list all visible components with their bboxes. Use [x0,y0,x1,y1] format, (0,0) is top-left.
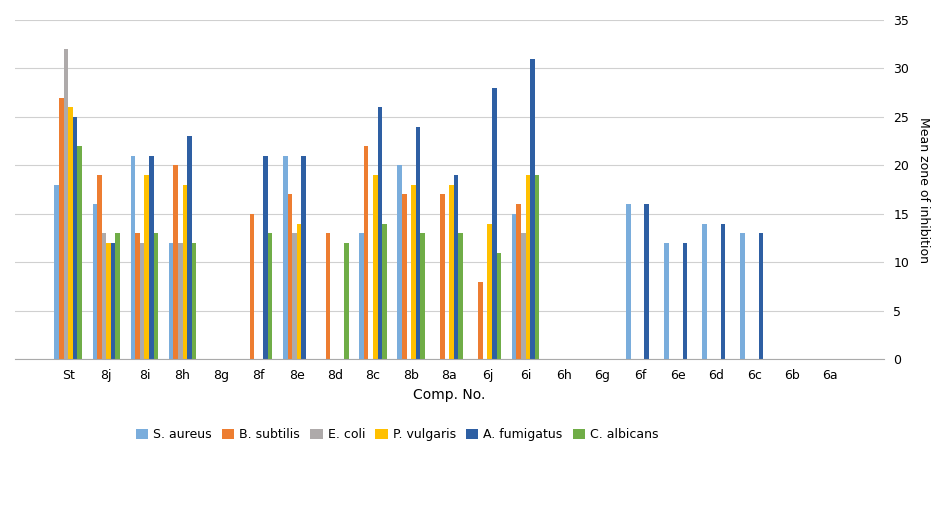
Bar [169,243,173,359]
Bar [154,233,158,359]
Bar [644,204,649,359]
Bar [68,107,73,359]
Bar [381,224,386,359]
Bar [55,185,59,359]
Bar [520,233,525,359]
Bar [363,146,368,359]
Bar [287,194,292,359]
Bar [448,185,453,359]
Bar [415,127,420,359]
Bar [97,175,102,359]
Bar [173,166,177,359]
Bar [106,243,110,359]
Bar [177,243,182,359]
Bar [420,233,425,359]
Bar [192,243,196,359]
Bar [263,156,267,359]
Bar [664,243,668,359]
Bar [77,146,82,359]
Bar [440,194,445,359]
Bar [187,136,192,359]
Bar [59,97,63,359]
Bar [144,175,149,359]
Bar [512,214,515,359]
Bar [492,88,496,359]
Bar [140,243,144,359]
Bar [267,233,272,359]
Bar [63,49,68,359]
Bar [701,224,706,359]
Bar [487,224,492,359]
Y-axis label: Mean zone of inhibition: Mean zone of inhibition [916,117,929,263]
Bar [102,233,106,359]
Bar [301,156,306,359]
Bar [296,224,301,359]
Bar [758,233,763,359]
Bar [130,156,135,359]
Bar [720,224,724,359]
Bar [93,204,97,359]
Bar [292,233,296,359]
Bar [149,156,154,359]
Bar [740,233,744,359]
Bar [458,233,463,359]
Bar [73,117,77,359]
Bar [110,243,115,359]
Bar [401,194,406,359]
Bar [359,233,363,359]
Bar [525,175,530,359]
Bar [344,243,348,359]
Bar [397,166,401,359]
Bar [373,175,378,359]
Bar [626,204,630,359]
X-axis label: Comp. No.: Comp. No. [413,387,485,401]
Bar [326,233,330,359]
Bar [453,175,458,359]
Bar [496,252,500,359]
Bar [378,107,381,359]
Bar [478,282,482,359]
Bar [411,185,415,359]
Bar [249,214,254,359]
Bar [135,233,140,359]
Bar [682,243,686,359]
Bar [515,204,520,359]
Bar [115,233,120,359]
Bar [182,185,187,359]
Bar [534,175,539,359]
Legend: S. aureus, B. subtilis, E. coli, P. vulgaris, A. fumigatus, C. albicans: S. aureus, B. subtilis, E. coli, P. vulg… [130,423,663,446]
Bar [530,59,534,359]
Bar [283,156,287,359]
